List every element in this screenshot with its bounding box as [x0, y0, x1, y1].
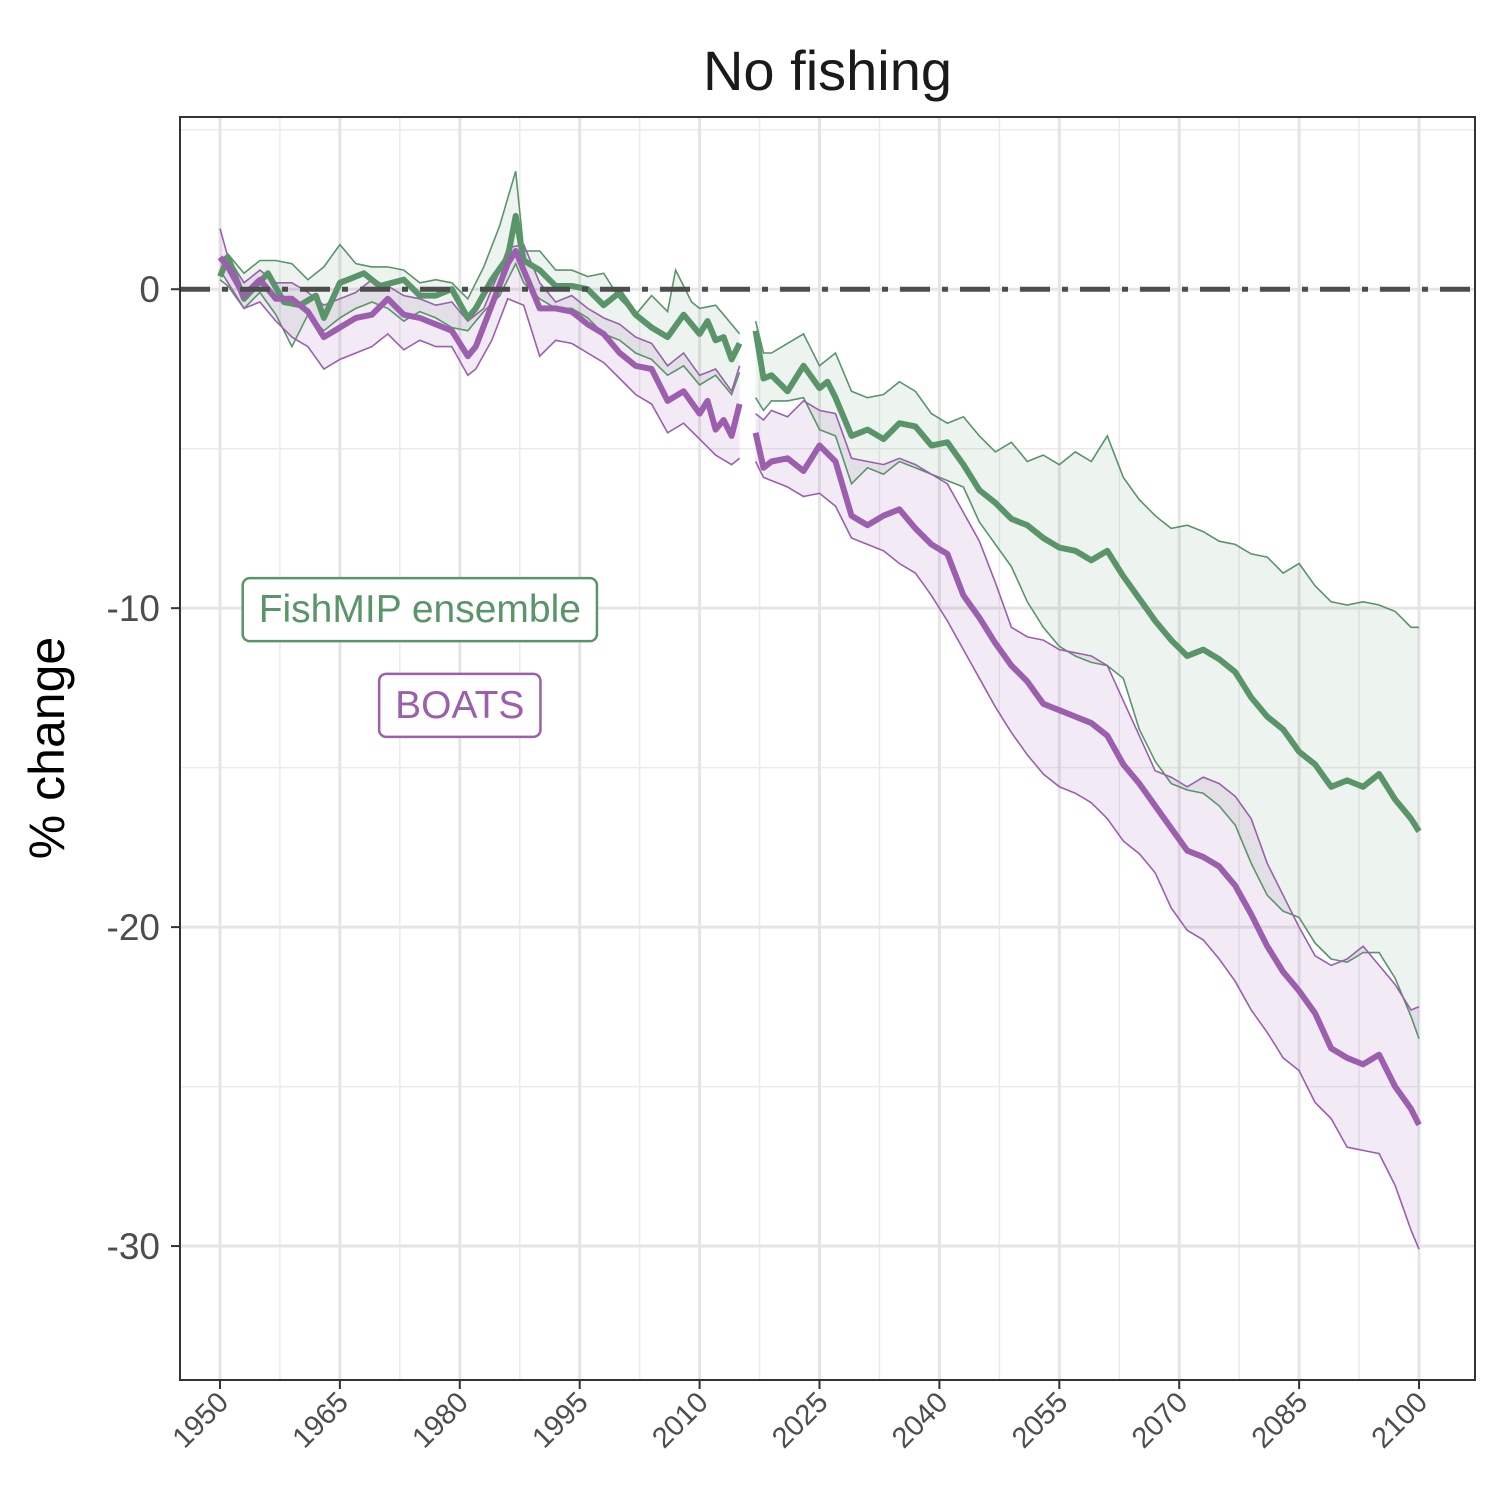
annotation-box [241, 576, 599, 643]
x-tick-label: 2010 [646, 1386, 714, 1454]
x-tick-label: 2055 [1006, 1386, 1074, 1454]
y-tick-label: -30 [107, 1226, 160, 1267]
fishmip-lower-line [754, 396, 1420, 1039]
annotation-box [377, 672, 542, 739]
boats-label: BOATS [377, 672, 542, 739]
x-tick-label: 1980 [406, 1386, 474, 1454]
boats-lower-line [219, 269, 741, 466]
boats-upper-line [755, 399, 1420, 1011]
x-tick-label: 2100 [1366, 1386, 1434, 1454]
series-lines [217, 170, 1422, 1250]
x-tick-label: 1995 [526, 1386, 594, 1454]
x-tick-label: 2040 [886, 1386, 954, 1454]
x-tick-label: 2085 [1246, 1386, 1314, 1454]
y-tick-label: -10 [107, 588, 160, 629]
x-tick-label: 1965 [287, 1386, 355, 1454]
grid [180, 117, 1475, 1380]
x-tick-label: 2025 [766, 1386, 834, 1454]
fishmip-upper-line [754, 320, 1419, 629]
plot-panel [180, 117, 1475, 1380]
y-tick-label: 0 [139, 269, 160, 310]
chart-title: No fishing [702, 39, 953, 102]
boats-envelope [220, 228, 740, 465]
fishmip-lower-line [219, 261, 741, 397]
fishmip-label: FishMIP ensemble [241, 576, 599, 643]
boats-mean-line [217, 248, 743, 439]
boats-envelope [755, 400, 1419, 1250]
annotation-text: BOATS [395, 684, 524, 727]
fishmip-mean-line [217, 212, 743, 363]
fishmip-envelope [220, 171, 740, 395]
fishmip-envelope [755, 321, 1419, 1039]
boats-mean-line [752, 432, 1422, 1127]
annotation-text: FishMIP ensemble [259, 588, 581, 631]
x-tick-label: 2070 [1126, 1386, 1194, 1454]
boats-lower-line [754, 461, 1420, 1250]
fishmip-upper-line [219, 170, 741, 335]
x-tick-label: 1950 [167, 1386, 235, 1454]
y-tick-label: -20 [107, 907, 160, 948]
envelopes [220, 171, 1419, 1250]
fishmip-mean-line [752, 330, 1422, 833]
annotations: FishMIP ensemble BOATS [241, 576, 599, 739]
plot-border [179, 116, 1476, 1381]
